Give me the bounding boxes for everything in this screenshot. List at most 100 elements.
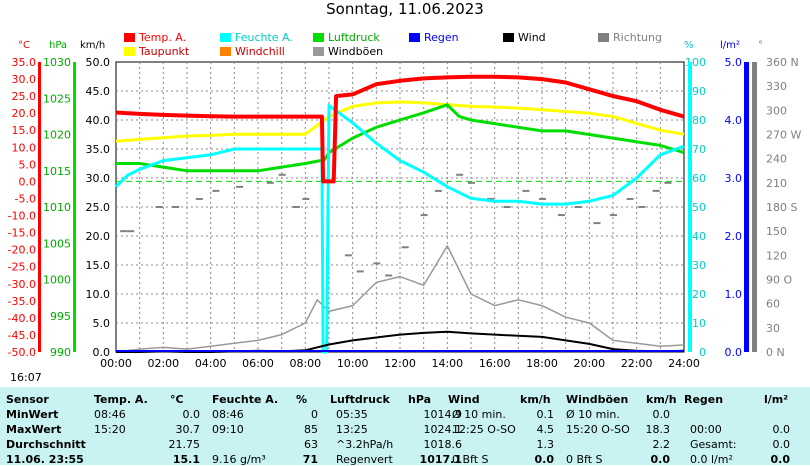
legend-item-gust: Windböen [313,45,383,58]
stats-cell: 9.16 g/m³ [212,453,266,466]
x-tick-label: 12:00 [384,357,416,370]
wind-tick-label: 35.0 [86,143,111,156]
legend-label: Feuchte A. [235,31,293,44]
pressure-axis-bar [73,62,76,352]
stats-cell: 1014.9 [423,408,463,421]
stats-cell: Gesamt: [690,438,737,451]
stats-header: hPa [408,393,432,406]
wind-tick-label: 45.0 [86,85,111,98]
legend-label: Temp. A. [139,31,187,44]
legend-swatch [409,33,420,42]
stats-cell: 1017.1 [419,453,462,466]
wind-tick-label: 50.0 [86,56,111,69]
direction-point [195,197,203,200]
stats-cell: 85 [304,423,318,436]
x-tick-label: 02:00 [147,357,179,370]
legend-item-pressure: Luftdruck [313,31,380,44]
legend-label: Richtung [613,31,662,44]
direction-point [610,214,617,217]
legend-item-dewpoint: Taupunkt [124,45,189,58]
stats-header: Sensor [6,393,49,406]
x-tick-label: 10:00 [337,357,369,370]
direction-point [292,206,300,208]
stats-cell: 0.0 [182,408,201,421]
stats-cell: 09:10 [212,423,244,436]
pressure-tick-label: 995 [50,310,71,323]
x-tick-label: 22:00 [621,357,653,370]
chart-title: Sonntag, 11.06.2023 [326,0,484,18]
rain-tick-label: 2.0 [725,230,743,243]
stats-cell: 08:46 [212,408,244,421]
direction-tick-label: 30 [766,322,780,335]
stats-cell: 63 [304,438,318,451]
humidity-tick-label: 40 [692,230,706,243]
unit-wind: km/h [80,40,106,51]
pressure-tick-label: 990 [50,346,71,359]
stats-header: % [296,393,308,406]
stats-cell: 18.3 [645,423,671,436]
temp-tick-label: 0.0 [19,175,37,188]
direction-tick-label: 300 [766,104,787,117]
direction-point [652,189,660,192]
wind-tick-label: 40.0 [86,114,111,127]
wind-tick-label: 0.0 [93,346,111,359]
x-tick-label: 00:00 [100,357,132,370]
direction-point [212,189,220,192]
stats-header: Regen [684,393,724,406]
direction-tick-label: 360 N [766,56,799,69]
stats-cell: 0 [311,408,318,421]
temp-tick-label: -35.0 [8,295,36,308]
stats-cell: 00:00 [690,423,722,436]
temp-tick-label: -20.0 [8,244,36,257]
direction-point [278,173,286,176]
stats-cell: 13:25 [336,423,368,436]
temp-tick-label: 25.0 [12,90,37,103]
pressure-tick-label: 1000 [43,274,71,287]
stats-cell: 30.7 [175,423,201,436]
x-tick-label: 24:00 [668,357,700,370]
stats-header: l/m² [764,393,789,406]
temp-tick-label: 5.0 [19,158,37,171]
temp-tick-label: -45.0 [8,329,36,342]
legend-label: Regen [424,31,459,44]
x-tick-label: 16:00 [479,357,511,370]
direction-tick-label: 270 W [766,129,801,142]
stats-cell: 05:35 [336,408,368,421]
legend-swatch [313,47,324,56]
unit-temp: °C [18,40,30,51]
direction-point [420,214,428,217]
stats-header: Wind [448,393,480,406]
stats-cell: 1.3 [536,438,555,451]
temp-tick-label: 30.0 [12,73,37,86]
rain-tick-label: 4.0 [725,114,743,127]
stats-cell: 0.0 [770,453,791,466]
direction-point [373,262,381,265]
time-bar: 16:07 [0,369,810,387]
legend-label: Luftdruck [328,31,380,44]
wind-tick-label: 10.0 [86,288,111,301]
direction-point [302,197,310,200]
stats-row-label: MinWert [6,408,59,421]
legend-label: Windchill [235,45,285,58]
temp-tick-label: 20.0 [12,107,37,120]
direction-tick-label: 0 N [766,346,785,359]
direction-point [503,206,511,208]
direction-point [356,270,364,273]
temp-tick-label: -30.0 [8,278,36,291]
direction-point [127,230,135,233]
direction-point [401,246,409,249]
direction-point [344,254,352,257]
stats-cell: 71 [302,453,318,466]
stats-cell: 1024.1 [423,423,463,436]
series-line-feuchte-a- [114,104,685,354]
stats-cell: 15:20 [94,423,126,436]
legend-label: Wind [518,31,546,44]
stats-cell: 0.0 [772,423,791,436]
stats-cell: 0.1 [536,408,555,421]
stats-header: km/h [646,393,677,406]
stats-cell: Regenvert [336,453,393,466]
timestamp-left: 16:07 [10,371,42,384]
stats-cell: Ø 10 min. [452,408,506,421]
humidity-tick-label: 10 [692,317,706,330]
direction-axis-bar [752,62,757,352]
